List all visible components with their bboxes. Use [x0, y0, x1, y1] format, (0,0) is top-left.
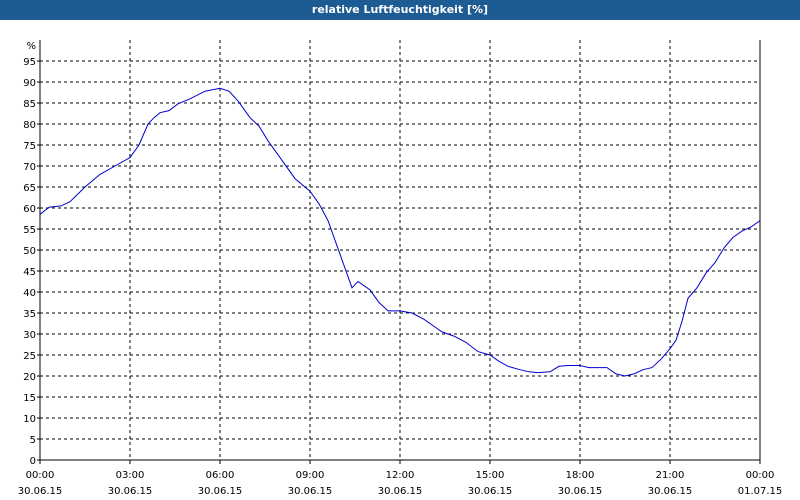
y-tick-label: 0: [30, 456, 36, 467]
x-tick-time: 06:00: [206, 470, 235, 481]
y-tick-label: 60: [23, 204, 36, 215]
x-tick-time: 15:00: [476, 470, 505, 481]
x-tick-date: 30.06.15: [198, 486, 243, 497]
x-tick-date: 30.06.15: [558, 486, 603, 497]
x-tick-time: 03:00: [116, 470, 145, 481]
x-tick-date: 30.06.15: [18, 486, 63, 497]
y-tick-label: 10: [23, 414, 36, 425]
x-tick-time: 00:00: [26, 470, 55, 481]
x-tick-time: 18:00: [566, 470, 595, 481]
x-tick-date: 30.06.15: [108, 486, 153, 497]
y-tick-label: 45: [23, 267, 36, 278]
y-tick-label: 50: [23, 246, 36, 257]
y-tick-label: 70: [23, 162, 36, 173]
y-tick-label: 85: [23, 99, 36, 110]
y-tick-label: 75: [23, 141, 36, 152]
grid: [40, 40, 760, 460]
y-tick-label: 90: [23, 78, 36, 89]
tick-labels: 0 5 10 15 20 25 30 35 40 45 50 55 60 65 70 75 80 85 90 95% 0…: [18, 41, 783, 497]
x-tick-date: 30.06.15: [378, 486, 423, 497]
x-tick-date: 01.07.15: [738, 486, 783, 497]
x-tick-date: 30.06.15: [288, 486, 333, 497]
x-tick-time: 21:00: [656, 470, 685, 481]
x-tick-date: 30.06.15: [648, 486, 693, 497]
y-tick-label: 15: [23, 393, 36, 404]
y-tick-label: 55: [23, 225, 36, 236]
y-tick-label: 25: [23, 351, 36, 362]
chart-title: relative Luftfeuchtigkeit [%]: [0, 0, 800, 20]
axes: [37, 40, 761, 464]
humidity-series-line: [39, 87, 761, 377]
y-tick-label: 5: [30, 435, 36, 446]
y-tick-label: 20: [23, 372, 36, 383]
x-tick-time: 09:00: [296, 470, 325, 481]
y-tick-label: 95: [23, 57, 36, 68]
y-unit-label: %: [26, 41, 36, 52]
y-tick-label: 40: [23, 288, 36, 299]
y-tick-label: 65: [23, 183, 36, 194]
series-layer: [39, 87, 761, 377]
y-tick-label: 35: [23, 309, 36, 320]
x-tick-date: 30.06.15: [468, 486, 513, 497]
x-tick-time: 00:00: [746, 470, 775, 481]
y-tick-label: 30: [23, 330, 36, 341]
x-tick-time: 12:00: [386, 470, 415, 481]
y-tick-label: 80: [23, 120, 36, 131]
